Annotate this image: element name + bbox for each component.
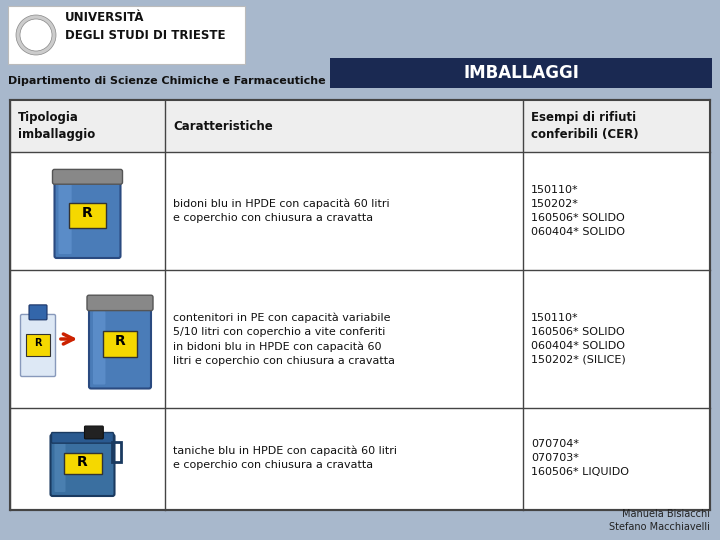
FancyBboxPatch shape [87, 295, 153, 310]
FancyBboxPatch shape [55, 175, 120, 258]
FancyBboxPatch shape [93, 311, 105, 384]
Bar [8, 6, 245, 64]
FancyBboxPatch shape [103, 331, 137, 356]
Bar [10, 100, 710, 510]
FancyBboxPatch shape [89, 301, 151, 388]
Text: 150110*
160506* SOLIDO
060404* SOLIDO
150202* (SILICE): 150110* 160506* SOLIDO 060404* SOLIDO 15… [531, 313, 626, 365]
Text: Esempi di rifiuti
conferibili (CER): Esempi di rifiuti conferibili (CER) [531, 111, 639, 141]
Circle shape [20, 19, 52, 51]
FancyBboxPatch shape [50, 434, 114, 496]
FancyBboxPatch shape [58, 185, 72, 254]
Text: 070704*
070703*
160506* LIQUIDO: 070704* 070703* 160506* LIQUIDO [531, 439, 629, 477]
Text: R: R [82, 206, 93, 220]
FancyBboxPatch shape [20, 314, 55, 376]
FancyBboxPatch shape [53, 170, 122, 184]
Text: contenitori in PE con capacità variabile
5/10 litri con coperchio a vite conferi: contenitori in PE con capacità variabile… [173, 312, 395, 366]
Text: taniche blu in HPDE con capacità 60 litri
e coperchio con chiusura a cravatta: taniche blu in HPDE con capacità 60 litr… [173, 446, 397, 470]
Text: UNIVERSITÀ
DEGLI STUDI DI TRIESTE: UNIVERSITÀ DEGLI STUDI DI TRIESTE [65, 11, 225, 42]
Text: R: R [114, 334, 125, 348]
FancyBboxPatch shape [26, 334, 50, 356]
FancyBboxPatch shape [29, 305, 47, 320]
FancyBboxPatch shape [52, 433, 114, 443]
Bar [330, 58, 712, 88]
Text: IMBALLAGGI: IMBALLAGGI [463, 64, 579, 82]
Bar [10, 100, 710, 152]
FancyBboxPatch shape [63, 454, 102, 474]
Text: Manuela Bisiacchi
Stefano Macchiavelli: Manuela Bisiacchi Stefano Macchiavelli [609, 509, 710, 532]
Text: Dipartimento di Scienze Chimiche e Farmaceutiche: Dipartimento di Scienze Chimiche e Farma… [8, 76, 325, 86]
Text: Tipologia
imballaggio: Tipologia imballaggio [18, 111, 95, 141]
FancyBboxPatch shape [55, 443, 66, 492]
Text: R: R [77, 455, 88, 469]
Circle shape [16, 15, 56, 55]
Text: R: R [35, 338, 42, 348]
FancyBboxPatch shape [69, 203, 106, 228]
FancyBboxPatch shape [84, 426, 103, 439]
Text: 150110*
150202*
160506* SOLIDO
060404* SOLIDO: 150110* 150202* 160506* SOLIDO 060404* S… [531, 185, 625, 237]
Text: bidoni blu in HPDE con capacità 60 litri
e coperchio con chiusura a cravatta: bidoni blu in HPDE con capacità 60 litri… [173, 199, 390, 223]
Text: Caratteristiche: Caratteristiche [173, 119, 273, 132]
